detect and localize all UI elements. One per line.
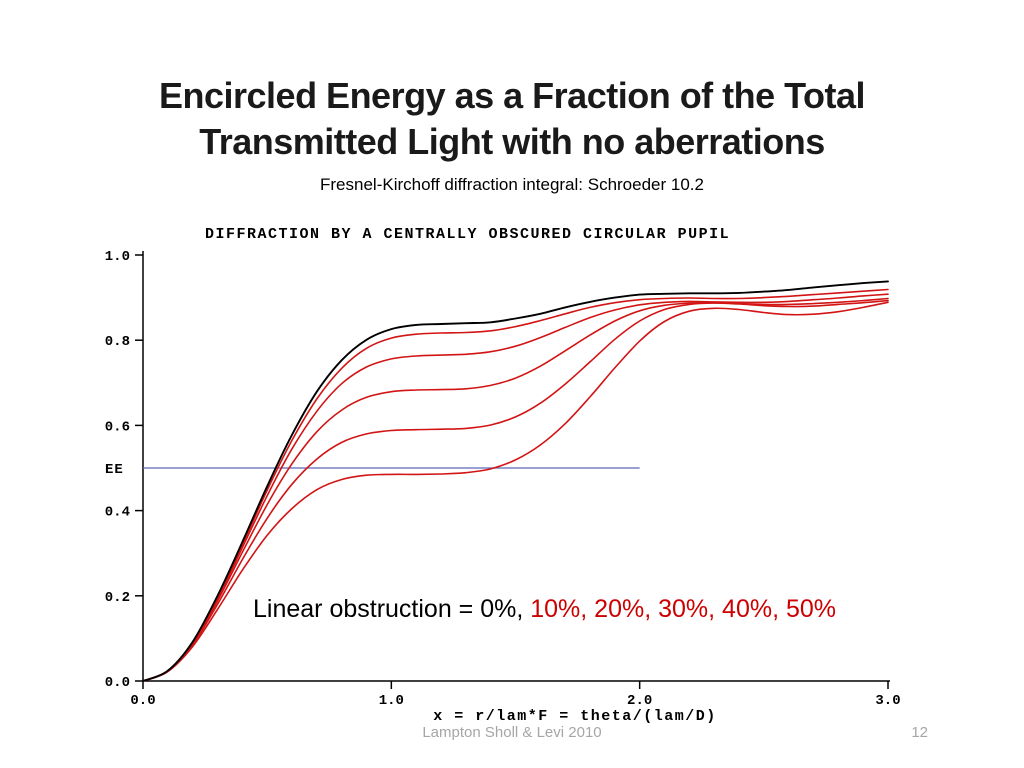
y-tick-label: 0.4 <box>105 505 130 521</box>
curve-40pct-obstruction <box>142 299 889 682</box>
curve-30pct-obstruction <box>142 297 889 682</box>
x-tick-label: 0.0 <box>130 693 155 709</box>
obstruction-legend-annotation: Linear obstruction = 0%, 10%, 20%, 30%, … <box>253 595 836 624</box>
obstruction-legend-black-part: Linear obstruction = 0%, <box>253 595 531 623</box>
slide-title-line1: Encircled Energy as a Fraction of the To… <box>158 75 866 116</box>
curve-20pct-obstruction <box>142 293 889 682</box>
x-tick-label: 1.0 <box>379 693 404 709</box>
x-tick-label: 2.0 <box>627 693 652 709</box>
footer-page-number: 12 <box>911 724 928 741</box>
slide-subtitle: Fresnel-Kirchoff diffraction integral: S… <box>320 175 704 194</box>
obstruction-legend-red-part: 10%, 20%, 30%, 40%, 50% <box>530 595 836 623</box>
slide-title-line2: Transmitted Light with no aberrations <box>199 121 825 162</box>
x-tick-label: 3.0 <box>875 693 900 709</box>
y-tick-label: 1.0 <box>105 249 130 265</box>
y-axis-label: EE <box>105 462 124 478</box>
curve-0pct-obstruction <box>142 280 889 682</box>
y-tick-label: 0.0 <box>105 675 130 691</box>
footer-credit: Lampton Sholl & Levi 2010 <box>422 724 602 741</box>
y-tick-label: 0.6 <box>105 419 130 435</box>
y-tick-label: 0.2 <box>105 590 130 606</box>
slide-title: Encircled Energy as a Fraction of the To… <box>0 73 1024 165</box>
curve-10pct-obstruction <box>142 288 889 682</box>
x-axis-label: x = r/lam*F = theta/(lam/D) <box>433 708 717 725</box>
curve-50pct-obstruction <box>142 301 889 682</box>
y-tick-label: 0.8 <box>105 334 130 350</box>
chart-title: DIFFRACTION BY A CENTRALLY OBSCURED CIRC… <box>205 226 730 243</box>
